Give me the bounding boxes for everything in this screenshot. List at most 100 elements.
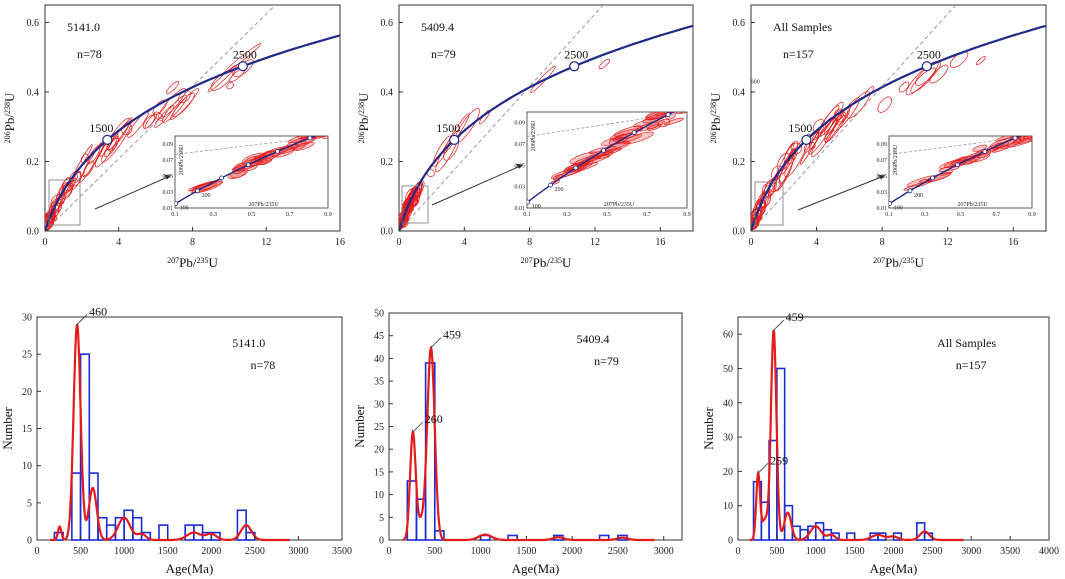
inset-age-marker: [631, 130, 637, 136]
x-tick-label: 1000: [471, 546, 491, 557]
inset-ellipse: [1056, 114, 1065, 124]
y-tick-label: 0.6: [381, 18, 394, 29]
x-tick-label: 1500: [845, 546, 865, 557]
inset-age-marker: [344, 122, 348, 126]
inset-x-tick-label: 0.1: [885, 212, 893, 218]
error-ellipse: [877, 96, 893, 113]
inset-ellipse: [623, 131, 654, 145]
error-ellipse: [435, 129, 461, 173]
sample-count: n=157: [956, 358, 987, 372]
error-ellipse: [165, 80, 180, 95]
x-axis-label: Age(Ma): [166, 561, 214, 576]
error-ellipse: [108, 117, 133, 151]
inset-y-tick-label: 0.03: [163, 190, 174, 196]
error-ellipse: [929, 64, 949, 84]
y-axis-label: 206Pb/238U: [2, 92, 17, 143]
inset-x-tick-label: 0.5: [248, 212, 256, 218]
zoom-box: [754, 181, 784, 226]
error-ellipse: [898, 81, 910, 93]
inset-age-label-200: 200: [555, 187, 564, 193]
inset-age-marker: [982, 149, 988, 154]
inset-y-tick-label: 0.05: [877, 174, 888, 180]
x-tick-label: 3000: [654, 546, 674, 557]
inset-x-tick-label: 0.1: [523, 212, 531, 218]
arrow-head: [516, 163, 523, 169]
inset-y-tick-label: 0.09: [515, 121, 526, 127]
y-tick-label: 50: [723, 364, 733, 375]
y-tick-label: 20: [723, 467, 733, 478]
error-ellipse: [73, 171, 82, 183]
x-tick-label: 4: [116, 237, 121, 248]
inset-ellipse: [1026, 136, 1032, 140]
histogram-bar: [830, 532, 840, 541]
x-tick-label: 3500: [332, 546, 352, 557]
kde-curve: [749, 329, 964, 542]
x-tick-label: 3000: [288, 546, 308, 557]
inset-ellipse: [1023, 120, 1045, 132]
inset-ellipse: [334, 114, 354, 123]
y-axis-label: Number: [352, 405, 367, 448]
y-tick-label: 0: [27, 536, 32, 547]
inset-age-marker: [1012, 136, 1018, 141]
inset-ellipse: [1012, 136, 1032, 145]
x-tick-label: 16: [1008, 237, 1018, 248]
error-ellipse: [530, 65, 556, 94]
inset-plot: 100 200 0.1 0.3 0.5 0.7 0.9 0.01 0.03 0.05 0.07 0.0…: [877, 114, 1065, 218]
inset-ellipse: [1025, 125, 1043, 136]
error-ellipse: [910, 67, 936, 93]
inset-y-tick-label: 0.09: [163, 142, 174, 148]
inset-ellipse: [1018, 126, 1035, 135]
sample-count: n=79: [431, 47, 456, 61]
concordia-curve: [45, 34, 340, 231]
x-tick-label: 4: [462, 237, 467, 248]
inset-x-axis-label: 207Pb/235U: [604, 202, 635, 208]
inset-age-marker: [889, 201, 893, 206]
inset-age-marker: [955, 162, 960, 168]
x-tick-label: 0: [749, 237, 754, 248]
x-tick-label: 2500: [608, 546, 628, 557]
x-tick-label: 8: [880, 237, 885, 248]
y-tick-label: 0.2: [381, 157, 394, 168]
y-tick-label: 0.0: [733, 227, 746, 238]
inset-ellipse: [334, 121, 351, 131]
x-tick-label: 12: [943, 237, 953, 248]
error-ellipse: [432, 135, 452, 167]
sample-count: n=78: [77, 47, 102, 61]
inset-ellipse: [645, 112, 672, 121]
y-tick-label: 10: [22, 461, 32, 472]
inset-ellipse: [995, 136, 1015, 142]
histogram-bars: [406, 362, 628, 541]
x-axis-label: Age(Ma): [870, 561, 918, 576]
inset-ellipse: [663, 117, 684, 126]
x-tick-label: 16: [655, 237, 665, 248]
inset-ellipse: [1044, 119, 1065, 134]
x-tick-label: 4: [814, 237, 819, 248]
y-tick-label: 0: [728, 536, 733, 547]
plot-area: [399, 5, 693, 231]
inset-age-marker: [245, 162, 251, 168]
inset-age-marker: [175, 201, 179, 206]
chart-title: 5409.4: [577, 332, 610, 346]
y-tick-label: 60: [723, 330, 733, 341]
y-tick-label: 10: [723, 501, 733, 512]
y-tick-label: 15: [22, 424, 32, 435]
y-tick-label: 20: [374, 445, 384, 456]
x-tick-label: 0: [387, 546, 392, 557]
y-axis-label: 206Pb/238U: [708, 92, 723, 143]
kde-curve: [402, 345, 655, 542]
y-tick-label: 35: [374, 377, 384, 388]
inset-y-axis-label: 206Pb/238U: [531, 120, 537, 151]
x-tick-label: 1500: [516, 546, 536, 557]
y-tick-label: 25: [374, 422, 384, 433]
y-tick-label: 0.2: [733, 157, 746, 168]
inset-ellipse: [636, 120, 665, 132]
inset-y-tick-label: 0.03: [515, 185, 526, 191]
y-tick-label: 0.6: [733, 18, 746, 29]
concordia-chart-1: 1500 2500 0 4 8 12 16 0.0 0.2 0.4 0.6 5141.0 n=78 207…: [2, 4, 354, 270]
x-tick-label: 2500: [922, 546, 942, 557]
inset-ellipse: [331, 124, 347, 134]
age-histogram-1: 460 0 500 1000 1500 2000 2500 3000 3500 0 5 10 15 20 2…: [0, 304, 352, 576]
inset-y-tick-label: 0.03: [877, 190, 888, 196]
age-marker-1500: [449, 134, 460, 146]
